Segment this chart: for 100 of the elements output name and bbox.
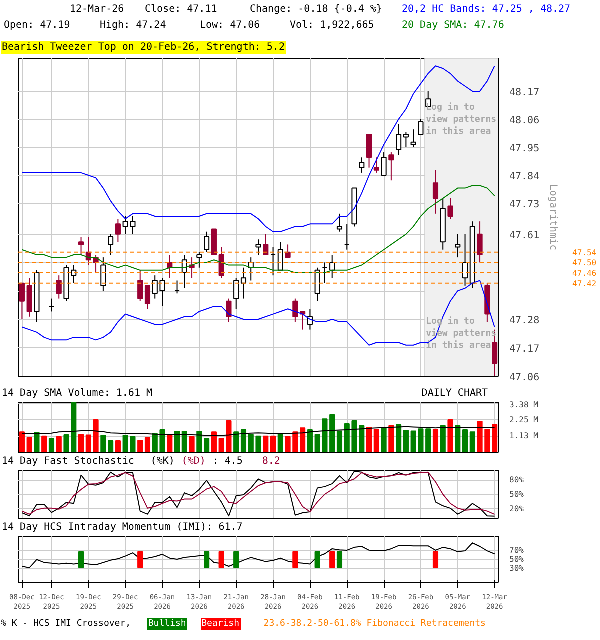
candlestick bbox=[388, 152, 394, 182]
bar bbox=[26, 437, 32, 452]
y-tick-label: 50% bbox=[510, 490, 524, 499]
line-series bbox=[22, 66, 496, 232]
text: 23.6-38.2-50-61.8% Fibonacci Retracements bbox=[264, 618, 486, 630]
text: Low: 47.06 bbox=[200, 18, 260, 32]
candlestick bbox=[403, 132, 409, 148]
bar bbox=[440, 425, 446, 452]
bar bbox=[263, 436, 269, 452]
candlestick bbox=[263, 234, 269, 256]
y-tick-label: 1.13 M bbox=[510, 432, 539, 441]
bar bbox=[381, 427, 387, 452]
candlestick bbox=[48, 298, 55, 312]
candlestick bbox=[256, 239, 262, 256]
candlestick bbox=[174, 280, 180, 294]
y-tick-label: 48.06 bbox=[510, 115, 540, 126]
y-tick-label: 47.61 bbox=[510, 230, 540, 242]
candlestick bbox=[240, 267, 247, 300]
y-axis-title: Logarithmic bbox=[548, 184, 559, 251]
candlestick bbox=[234, 278, 240, 310]
candlestick bbox=[381, 152, 387, 176]
text: DAILY CHART bbox=[422, 386, 488, 400]
candlestick bbox=[270, 246, 276, 276]
bar bbox=[42, 436, 48, 452]
bar bbox=[174, 431, 180, 452]
bar bbox=[196, 431, 202, 452]
candlestick bbox=[138, 270, 144, 302]
candlestick bbox=[477, 221, 483, 264]
candlestick bbox=[314, 267, 320, 302]
text: 20,2 HC Bands: 47.25 , 48.27 bbox=[402, 2, 571, 16]
candlestick bbox=[144, 285, 151, 310]
candlestick bbox=[196, 252, 202, 268]
candlestick bbox=[448, 198, 454, 220]
bar bbox=[462, 429, 468, 452]
candlestick bbox=[366, 134, 372, 168]
bar bbox=[448, 419, 454, 452]
candlestick bbox=[432, 170, 439, 214]
chart-title: 14 Day Fast Stochastic bbox=[2, 454, 134, 468]
text: (%D) bbox=[182, 454, 206, 468]
bar bbox=[108, 440, 114, 452]
chart-title: 14 Day HCS Intraday Momentum (IMI): 61.7 bbox=[2, 520, 243, 534]
bar bbox=[211, 432, 217, 452]
y-tick-label: 2.25 M bbox=[510, 415, 539, 424]
ref-line-label: 47.54 bbox=[572, 248, 597, 258]
bar bbox=[470, 432, 476, 452]
text: Vol: 1,922,665 bbox=[290, 18, 374, 32]
y-tick-label: 70% bbox=[510, 546, 524, 555]
text: 8.2 bbox=[262, 454, 280, 468]
y-tick-label: 20% bbox=[510, 504, 524, 514]
candlestick bbox=[359, 157, 365, 174]
line-series bbox=[22, 542, 496, 568]
candlestick bbox=[396, 124, 402, 156]
candlestick bbox=[418, 118, 424, 136]
candlestick bbox=[285, 244, 291, 258]
bar bbox=[455, 425, 461, 452]
candlestick bbox=[19, 282, 25, 320]
bar bbox=[204, 438, 210, 452]
candlestick bbox=[56, 275, 62, 300]
y-tick-label: 30% bbox=[510, 564, 524, 574]
ref-line-label: 47.42 bbox=[572, 279, 597, 288]
bar bbox=[307, 429, 313, 452]
candlestick bbox=[292, 298, 298, 323]
bar bbox=[56, 436, 62, 452]
bar bbox=[300, 428, 306, 452]
y-tick-label: 47.17 bbox=[510, 344, 540, 355]
bar bbox=[240, 429, 247, 452]
bar bbox=[19, 432, 25, 452]
text: High: 47.24 bbox=[100, 18, 166, 32]
candlestick bbox=[462, 234, 468, 286]
bar bbox=[78, 434, 84, 452]
candlestick bbox=[344, 224, 350, 250]
bar bbox=[34, 432, 40, 452]
annotation: Log in to view patterns in this area bbox=[426, 102, 497, 138]
text: Bearish Tweezer Top on 20-Feb-26, Strength: 5.2 bbox=[1, 40, 286, 54]
candlestick bbox=[100, 257, 106, 292]
ref-line-label: 47.46 bbox=[572, 269, 597, 278]
bar bbox=[138, 440, 144, 452]
text: Change: -0.18 {-0.4 %} bbox=[250, 2, 382, 16]
y-tick-label: 47.06 bbox=[510, 372, 540, 384]
bar bbox=[100, 435, 106, 452]
series-label: (%K) bbox=[150, 454, 175, 468]
text: Open: 47.19 bbox=[4, 18, 70, 32]
bar bbox=[374, 429, 380, 452]
bar bbox=[492, 424, 498, 452]
candlestick bbox=[108, 234, 114, 256]
y-tick-label: 47.73 bbox=[510, 200, 540, 211]
bar bbox=[115, 440, 121, 452]
bar bbox=[278, 433, 284, 452]
y-tick-label: 80% bbox=[510, 476, 524, 485]
text: Bearish bbox=[200, 618, 241, 630]
y-tick-label: 47.84 bbox=[510, 172, 540, 183]
candlestick bbox=[455, 234, 461, 258]
text: : 4.5 bbox=[212, 454, 243, 468]
bar bbox=[234, 432, 240, 452]
y-tick-label: 47.95 bbox=[510, 143, 540, 154]
text: 12-Mar-26 bbox=[70, 2, 124, 16]
bar bbox=[396, 424, 402, 452]
candlestick bbox=[374, 157, 380, 174]
bar bbox=[336, 430, 343, 452]
candlestick bbox=[226, 298, 232, 323]
